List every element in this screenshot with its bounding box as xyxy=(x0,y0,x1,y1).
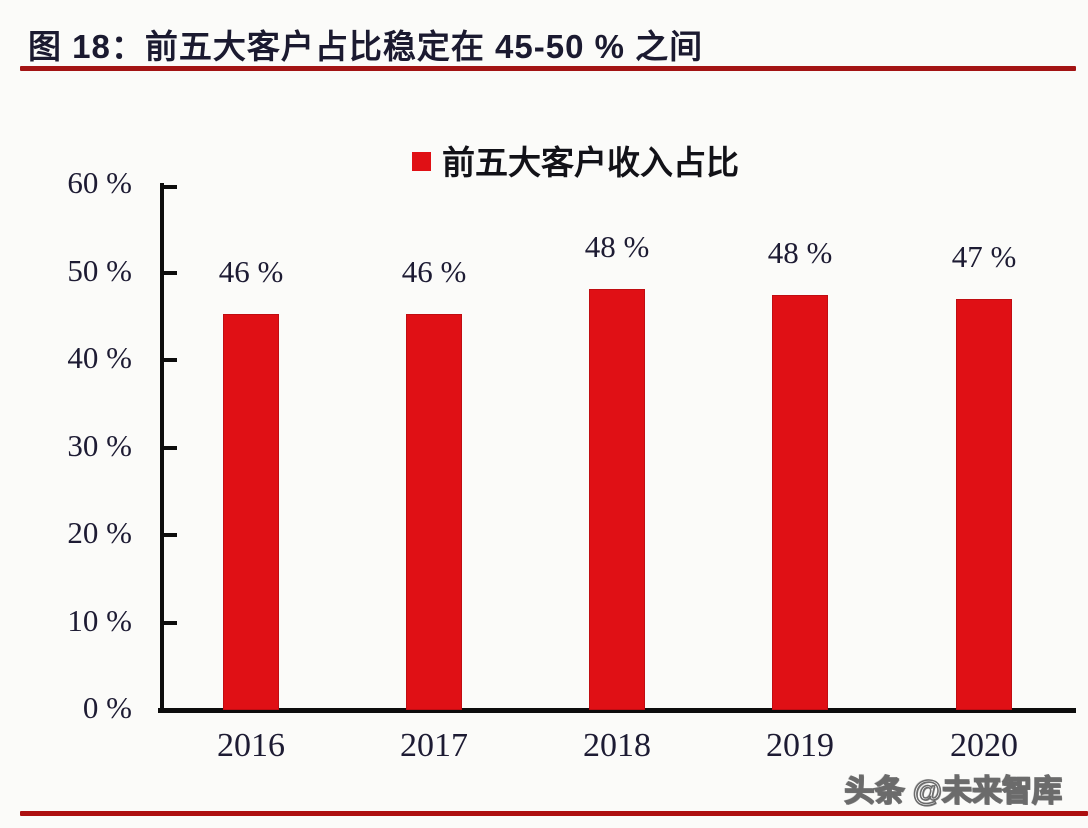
bar-value-label: 46 % xyxy=(218,253,284,289)
bar-2016 xyxy=(223,313,279,710)
y-axis-tick-label: 0 % xyxy=(82,690,132,725)
x-axis-category-label: 2018 xyxy=(583,727,651,764)
legend-label: 前五大客户收入占比 xyxy=(442,144,739,181)
y-axis-tick xyxy=(164,620,177,625)
x-axis-line xyxy=(158,708,1076,713)
chart-legend: 前五大客户收入占比 xyxy=(412,136,739,184)
legend-swatch-icon xyxy=(412,152,431,171)
bar-2017 xyxy=(406,313,462,710)
x-axis-category-label: 2016 xyxy=(217,727,285,764)
bar-2020 xyxy=(956,298,1012,710)
y-axis-tick-label: 40 % xyxy=(67,340,132,375)
y-axis-tick xyxy=(164,185,177,189)
y-axis-tick-label: 20 % xyxy=(67,515,132,550)
y-axis-tick-label: 50 % xyxy=(67,252,132,288)
bar-2019 xyxy=(772,295,828,710)
y-axis-tick xyxy=(164,445,177,450)
y-axis-tick xyxy=(164,358,177,362)
y-axis-tick-label: 60 % xyxy=(67,165,132,200)
bar-value-label: 48 % xyxy=(767,235,833,271)
y-axis-tick-label: 30 % xyxy=(67,427,132,463)
bar-value-label: 46 % xyxy=(401,253,467,289)
bottom-divider-rule xyxy=(20,811,1088,816)
x-axis-category-label: 2020 xyxy=(950,727,1018,764)
title-divider-rule xyxy=(20,66,1076,71)
y-axis-tick-label: 10 % xyxy=(67,602,132,638)
watermark: 头条 @未来智库 xyxy=(844,774,1063,809)
x-axis-category-label: 2017 xyxy=(400,727,468,764)
y-axis-tick xyxy=(164,533,177,537)
y-axis-tick xyxy=(164,270,177,275)
x-axis-category-label: 2019 xyxy=(766,727,834,764)
y-axis-line xyxy=(160,183,164,713)
bar-value-label: 47 % xyxy=(951,238,1017,274)
bar-value-label: 48 % xyxy=(584,229,650,265)
bar-2018 xyxy=(589,289,645,710)
figure-title: 图 18：前五大客户占比稳定在 45-50 % 之间 xyxy=(28,28,704,65)
